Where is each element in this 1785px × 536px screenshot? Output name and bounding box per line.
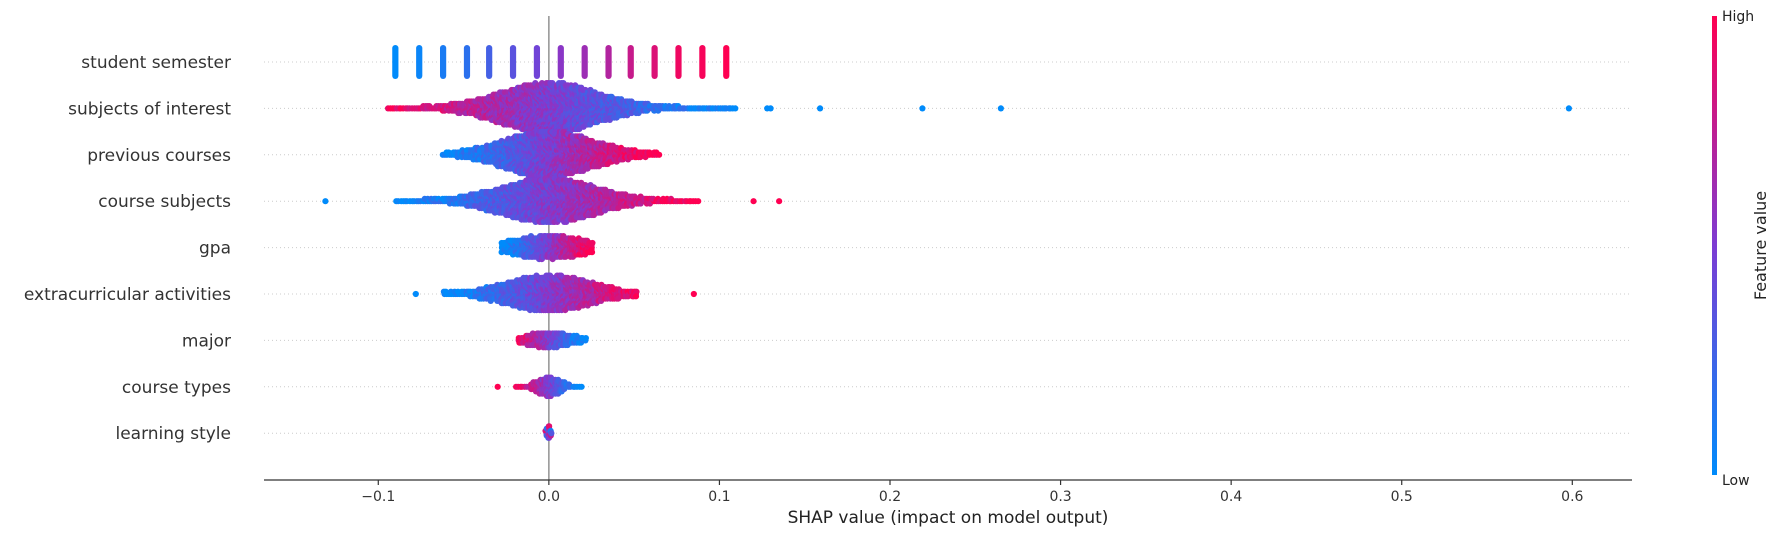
shap-point (690, 290, 697, 298)
shap-point-column (627, 45, 634, 79)
x-tick-label: 0.3 (1049, 489, 1071, 505)
shap-point-column (533, 45, 541, 79)
x-tick-label: 0.1 (708, 489, 730, 505)
feature-label: student semester (81, 53, 231, 73)
x-tick-label: 0.5 (1391, 489, 1413, 505)
shap-point (919, 105, 926, 112)
x-tick-label: 0.0 (538, 489, 560, 505)
feature-label: learning style (115, 424, 231, 444)
shap-point (548, 430, 555, 437)
shap-point-column (509, 45, 517, 79)
x-tick-label: −0.1 (361, 489, 395, 505)
shap-point-column (605, 45, 612, 79)
shap-point-column (675, 45, 682, 79)
feature-label: course types (122, 378, 231, 398)
shap-point-column (392, 45, 399, 79)
feature-label: gpa (199, 239, 231, 259)
shap-point (732, 105, 739, 112)
feature-label: major (182, 331, 231, 351)
x-tick-label: 0.4 (1220, 489, 1242, 505)
feature-label: extracurricular activities (24, 285, 231, 305)
shap-point-column (699, 45, 706, 79)
row-gridlines (264, 61, 1632, 434)
shap-point-column (416, 45, 423, 79)
shap-point-column (463, 45, 471, 79)
shap-point-column (723, 45, 730, 79)
shap-point (776, 198, 783, 205)
shap-point (656, 151, 663, 158)
shap-point-column (440, 45, 447, 79)
shap-point-column (557, 45, 564, 79)
shap-point (322, 198, 329, 205)
shap-point (412, 290, 419, 298)
shap-points (322, 45, 1572, 441)
shap-point (767, 105, 774, 112)
shap-point (750, 198, 757, 205)
shap-point (588, 249, 596, 256)
x-axis-title: SHAP value (impact on model output) (788, 508, 1109, 528)
feature-label: previous courses (87, 146, 231, 166)
shap-point (494, 383, 501, 390)
shap-point (695, 198, 702, 205)
feature-labels: student semester subjects of interest prev… (24, 53, 231, 444)
shap-point (997, 105, 1004, 112)
colorbar (1712, 16, 1717, 475)
feature-label: subjects of interest (68, 99, 231, 119)
shap-point-column (486, 45, 493, 79)
shap-point (1565, 105, 1572, 112)
shap-point (582, 335, 589, 342)
shap-point (632, 293, 640, 300)
x-axis-ticks: −0.1 0.0 0.1 0.2 0.3 0.4 0.5 0.6 (361, 480, 1584, 505)
x-tick-label: 0.2 (879, 489, 901, 505)
colorbar-low-label: Low (1722, 473, 1750, 489)
shap-point (589, 239, 596, 247)
feature-label: course subjects (98, 192, 231, 212)
x-tick-label: 0.6 (1561, 489, 1583, 505)
shap-point-column (651, 45, 658, 79)
colorbar-high-label: High (1722, 9, 1754, 25)
shap-point (816, 105, 824, 112)
shap-point (578, 383, 585, 390)
shap-point-column (581, 45, 588, 79)
colorbar-title: Feature value (1751, 191, 1770, 300)
